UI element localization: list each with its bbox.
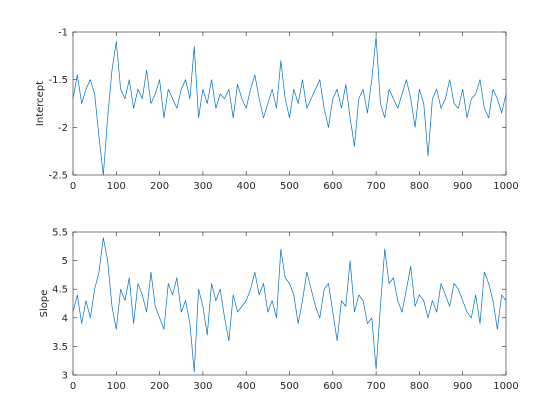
- slope-ytick-label: 5: [62, 256, 68, 267]
- slope-subplot: 0 100 200 300 400 500 600 700 800 900 1000 3 3.5 4 4.5…: [39, 228, 519, 393]
- slope-xtick-label: 700: [367, 381, 386, 392]
- intercept-xtick-label: 100: [107, 181, 126, 192]
- slope-ytick-label: 5.5: [52, 228, 68, 239]
- intercept-xtick-label: 1000: [493, 181, 518, 192]
- slope-xtick-label: 0: [70, 381, 76, 392]
- intercept-xtick-label: 200: [150, 181, 169, 192]
- slope-ytick-label: 3: [62, 371, 68, 382]
- slope-ytick-label: 3.5: [52, 342, 68, 353]
- slope-xtick-label: 800: [410, 381, 429, 392]
- intercept-tick-labels: 0 100 200 300 400 500 600 700 800 900 1000 -2.5 -2 -1…: [48, 28, 518, 193]
- slope-axes-box: [72, 231, 507, 376]
- slope-xtick-label: 1000: [493, 381, 518, 392]
- intercept-trace: [72, 36, 507, 176]
- slope-xtick-label: 500: [280, 381, 299, 392]
- intercept-ytick-label: -1.5: [48, 75, 68, 86]
- slope-ytick-label: 4: [62, 313, 68, 324]
- intercept-ytick-label: -1: [58, 28, 68, 39]
- slope-xtick-label: 600: [323, 381, 342, 392]
- slope-ytick-label: 4.5: [52, 285, 68, 296]
- intercept-subplot: 0 100 200 300 400 500 600 700 800 900 1000 -2.5 -2 -1…: [35, 28, 519, 193]
- slope-ylabel: Slope: [39, 290, 50, 318]
- intercept-xtick-label: 700: [367, 181, 386, 192]
- intercept-xtick-label: 500: [280, 181, 299, 192]
- intercept-axes-box: [72, 31, 507, 176]
- slope-trace: [72, 237, 507, 373]
- intercept-ticks: [72, 31, 507, 176]
- intercept-ylabel: Intercept: [35, 81, 46, 126]
- intercept-ytick-label: -2: [58, 123, 68, 134]
- slope-xtick-label: 900: [453, 381, 472, 392]
- intercept-xtick-label: 600: [323, 181, 342, 192]
- intercept-xtick-label: 800: [410, 181, 429, 192]
- slope-ticks: [72, 231, 507, 376]
- intercept-xtick-label: 0: [70, 181, 76, 192]
- intercept-xtick-label: 900: [453, 181, 472, 192]
- intercept-xtick-label: 400: [237, 181, 256, 192]
- slope-xtick-label: 400: [237, 381, 256, 392]
- slope-xtick-label: 300: [193, 381, 212, 392]
- slope-xtick-label: 100: [107, 381, 126, 392]
- slope-xtick-label: 200: [150, 381, 169, 392]
- slope-tick-labels: 0 100 200 300 400 500 600 700 800 900 1000 3 3.5 4 4.5…: [52, 228, 519, 393]
- intercept-xtick-label: 300: [193, 181, 212, 192]
- intercept-ytick-label: -2.5: [48, 171, 68, 182]
